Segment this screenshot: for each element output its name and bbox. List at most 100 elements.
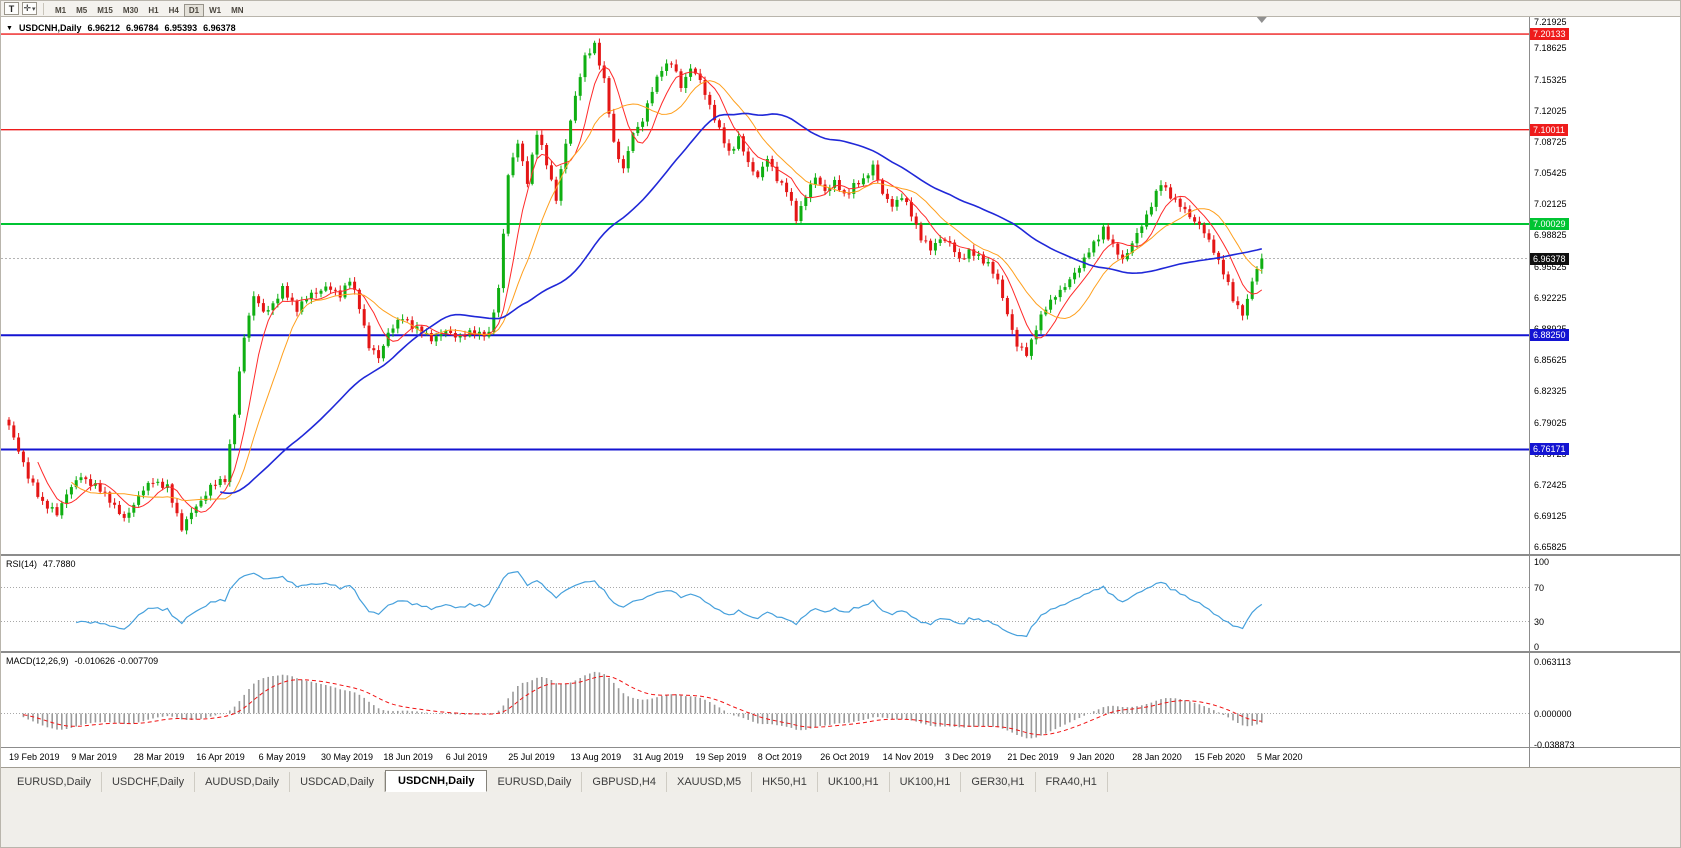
candle xyxy=(218,479,222,485)
chart-tab[interactable]: EURUSD,Daily xyxy=(487,772,583,792)
chart-tab-active[interactable]: USDCNH,Daily xyxy=(385,770,488,792)
candle xyxy=(1106,226,1110,240)
chart-tab[interactable]: FRA40,H1 xyxy=(1036,772,1108,792)
timeframe-button-H1[interactable]: H1 xyxy=(148,5,159,15)
candle xyxy=(377,350,381,359)
price-axis[interactable]: 7.21925 7.18625 7.15325 7.12025 7.08725 7.054… xyxy=(1530,17,1680,767)
date-axis-label: 30 May 2019 xyxy=(321,752,374,762)
symbol-ohlc-header: ▼ USDCNH,Daily 6.96212 6.96784 6.95393 6… xyxy=(6,23,236,33)
candle xyxy=(559,169,563,201)
price-axis-border xyxy=(1529,17,1530,767)
rsi-value: 47.7880 xyxy=(43,559,76,569)
candle xyxy=(650,91,654,104)
candle xyxy=(861,178,865,185)
candle xyxy=(1140,226,1144,233)
date-axis-label: 15 Feb 2020 xyxy=(1194,752,1246,762)
candle xyxy=(257,296,261,304)
candle xyxy=(74,480,78,488)
candle xyxy=(55,507,59,516)
candle xyxy=(857,183,861,185)
candle xyxy=(727,143,731,151)
candle xyxy=(405,319,409,321)
price-chart-svg[interactable] xyxy=(1,17,1529,554)
price-axis-tick: 7.18625 xyxy=(1534,43,1567,54)
chart-tab[interactable]: USDCHF,Daily xyxy=(102,772,196,792)
candle xyxy=(295,300,299,312)
date-axis-label: 18 Jun 2019 xyxy=(383,752,433,762)
candle xyxy=(1236,301,1240,306)
candle xyxy=(132,504,136,513)
candle xyxy=(713,104,717,121)
chart-tab[interactable]: XAUUSD,M5 xyxy=(667,772,753,792)
crosshair-tool-button[interactable]: ✛ ▾ xyxy=(22,2,37,15)
candle xyxy=(593,42,597,54)
ohlc-open: 6.96212 xyxy=(87,23,120,33)
candle xyxy=(113,502,117,505)
candle xyxy=(65,494,69,504)
candle xyxy=(655,76,659,92)
candle xyxy=(626,151,630,169)
candle xyxy=(7,419,11,426)
candle xyxy=(717,120,721,128)
ma-line-7 xyxy=(37,66,1263,513)
candle xyxy=(305,299,309,302)
timeframe-button-M1[interactable]: M1 xyxy=(55,5,67,15)
date-axis-label: 19 Sep 2019 xyxy=(695,752,747,762)
candle xyxy=(636,126,640,134)
macd-panel-svg[interactable] xyxy=(1,653,1529,747)
timeframe-button-M15[interactable]: M15 xyxy=(97,5,113,15)
candle xyxy=(170,484,174,503)
candle xyxy=(674,64,678,72)
chart-tab[interactable]: USDCAD,Daily xyxy=(290,772,386,792)
rsi-axis-tick: 0 xyxy=(1534,642,1540,652)
price-axis-tick: 6.72425 xyxy=(1534,479,1567,490)
candle xyxy=(357,289,361,310)
candle xyxy=(1097,239,1101,242)
symbol-caret-icon[interactable]: ▼ xyxy=(6,24,13,32)
current-price-badge: 6.96378 xyxy=(1530,252,1569,265)
candle xyxy=(698,73,702,80)
panel-splitter[interactable] xyxy=(1,554,1680,556)
chart-tab[interactable]: AUDUSD,Daily xyxy=(195,772,291,792)
text-tool-button[interactable]: T xyxy=(4,2,19,15)
timeframe-button-M5[interactable]: M5 xyxy=(76,5,88,15)
candle xyxy=(31,478,35,483)
status-bar xyxy=(1,792,1680,847)
timeframe-button-D1[interactable]: D1 xyxy=(183,3,205,17)
rsi-panel-svg[interactable] xyxy=(1,556,1529,651)
candle xyxy=(185,519,189,531)
candle xyxy=(103,491,107,493)
chart-tab[interactable]: HK50,H1 xyxy=(752,772,818,792)
candle xyxy=(809,184,813,198)
candle xyxy=(204,495,208,501)
price-axis-tick: 6.82325 xyxy=(1534,386,1567,397)
candle xyxy=(1039,314,1043,331)
candle xyxy=(708,94,712,105)
candle xyxy=(703,80,707,95)
candle xyxy=(1087,252,1091,258)
chart-tab[interactable]: UK100,H1 xyxy=(818,772,890,792)
panel-splitter[interactable] xyxy=(1,651,1680,653)
time-axis[interactable]: 19 Feb 2019 9 Mar 2019 28 Mar 2019 16 Apr 2… xyxy=(1,748,1529,767)
candle xyxy=(343,285,347,298)
timeframe-button-M30[interactable]: M30 xyxy=(122,5,139,15)
timeframe-button-W1[interactable]: W1 xyxy=(209,5,222,15)
timeframe-button-H4[interactable]: H4 xyxy=(168,5,179,15)
price-level-badge: 7.00029 xyxy=(1530,218,1569,231)
chart-tab[interactable]: GBPUSD,H4 xyxy=(582,772,667,792)
price-level-badge: 7.10011 xyxy=(1530,123,1568,136)
candle xyxy=(1202,224,1206,234)
candle xyxy=(41,496,45,501)
chart-tab[interactable]: EURUSD,Daily xyxy=(7,772,102,792)
candle xyxy=(516,143,520,158)
candle xyxy=(962,258,966,260)
chart-tab-bar: EURUSD,Daily USDCHF,Daily AUDUSD,Daily USDC… xyxy=(1,767,1680,792)
candle xyxy=(679,71,683,88)
chart-tab[interactable]: GER30,H1 xyxy=(961,772,1036,792)
timeframe-button-MN[interactable]: MN xyxy=(231,5,244,15)
candle xyxy=(770,159,774,167)
chart-tab[interactable]: UK100,H1 xyxy=(890,772,962,792)
candle xyxy=(953,242,957,253)
candle xyxy=(108,492,112,503)
